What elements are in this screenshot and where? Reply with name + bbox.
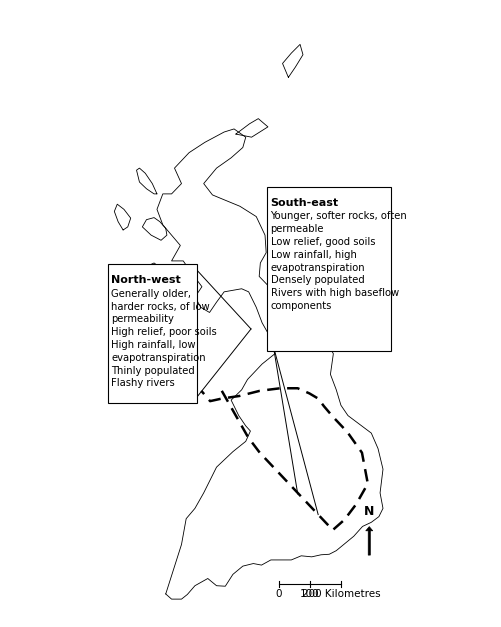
Text: Younger, softer rocks, often
permeable
Low relief, good soils
Low rainfall, high: Younger, softer rocks, often permeable L…: [270, 211, 406, 311]
FancyBboxPatch shape: [108, 264, 196, 403]
Text: South-east: South-east: [270, 198, 338, 208]
Text: 200 Kilometres: 200 Kilometres: [301, 589, 380, 599]
Text: 100: 100: [300, 589, 319, 599]
Text: N: N: [363, 505, 374, 518]
Text: 0: 0: [275, 589, 282, 599]
Text: North-west: North-west: [111, 275, 181, 285]
Text: Generally older,
harder rocks, of low
permeability
High relief, poor soils
High : Generally older, harder rocks, of low pe…: [111, 289, 217, 388]
FancyBboxPatch shape: [267, 187, 390, 350]
